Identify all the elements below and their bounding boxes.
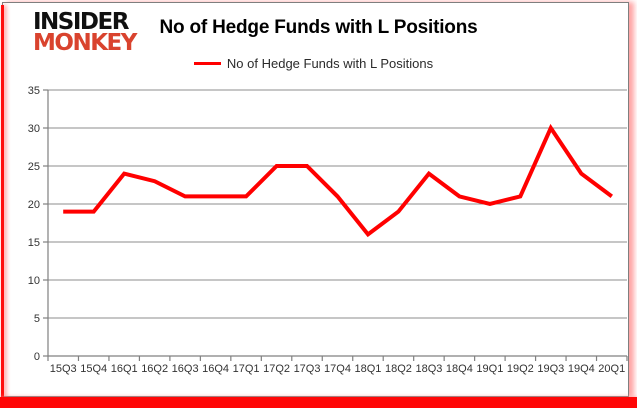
x-tick-label: 18Q2 bbox=[385, 363, 412, 375]
y-tick-label: 5 bbox=[34, 313, 40, 325]
y-tick-label: 35 bbox=[28, 85, 40, 97]
line-chart-plot: 0 5 10 15 20 25 30 35 15Q3 15Q4 16Q1 16Q2 16Q3 16Q4 17… bbox=[28, 85, 628, 375]
legend-label: No of Hedge Funds with L Positions bbox=[226, 56, 434, 71]
x-tick-label: 16Q2 bbox=[141, 363, 168, 375]
red-frame-left bbox=[1, 5, 4, 399]
x-tick-label: 15Q3 bbox=[50, 363, 77, 375]
x-tick-label: 17Q3 bbox=[294, 363, 321, 375]
x-tick-label: 18Q1 bbox=[355, 363, 382, 375]
logo-line-insider: INSIDER bbox=[33, 9, 129, 35]
chart-panel bbox=[2, 2, 629, 397]
x-tick-label: 17Q1 bbox=[233, 363, 260, 375]
x-tick-label: 18Q3 bbox=[415, 363, 442, 375]
x-tick-label: 16Q3 bbox=[172, 363, 199, 375]
insider-monkey-logo: INSIDER MONKEY bbox=[33, 9, 137, 56]
chart-legend: No of Hedge Funds with L Positions bbox=[0, 56, 627, 71]
x-tick-label: 17Q4 bbox=[324, 363, 351, 375]
legend-line-swatch bbox=[193, 62, 221, 65]
red-frame-bottom bbox=[0, 397, 637, 408]
x-tick-label: 16Q1 bbox=[111, 363, 138, 375]
y-tick-label: 10 bbox=[28, 275, 40, 287]
y-tick-label: 0 bbox=[34, 351, 40, 363]
x-tick-label: 19Q2 bbox=[507, 363, 534, 375]
y-tick-label: 30 bbox=[28, 123, 40, 135]
chart-title: No of Hedge Funds with L Positions bbox=[159, 17, 478, 38]
x-tick-label: 17Q2 bbox=[263, 363, 290, 375]
series-line bbox=[63, 123, 613, 238]
x-tick-label: 19Q1 bbox=[476, 363, 503, 375]
y-tick-label: 20 bbox=[28, 199, 40, 211]
logo-line-monkey: MONKEY bbox=[33, 30, 137, 56]
x-tick-label: 16Q4 bbox=[202, 363, 229, 375]
x-tick-label: 20Q1 bbox=[598, 363, 625, 375]
x-tick-label: 15Q4 bbox=[80, 363, 107, 375]
y-tick-label: 25 bbox=[28, 161, 40, 173]
x-tick-label: 19Q3 bbox=[537, 363, 564, 375]
x-tick-label: 19Q4 bbox=[568, 363, 595, 375]
x-tick-label: 18Q4 bbox=[446, 363, 473, 375]
y-tick-label: 15 bbox=[28, 237, 40, 249]
